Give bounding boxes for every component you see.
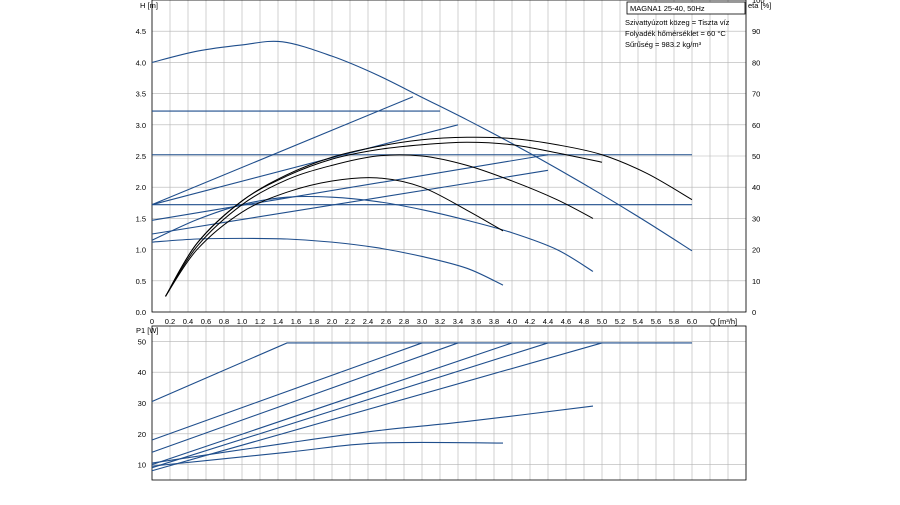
y2-tick-label: 90 xyxy=(752,27,760,36)
x-tick-label: 1.2 xyxy=(255,317,265,326)
power-curve xyxy=(151,342,549,469)
y2-tick-label: 20 xyxy=(752,246,760,255)
lower-plot-curves xyxy=(151,342,692,472)
x-tick-label: 5.4 xyxy=(633,317,643,326)
y-tick-label: 1.0 xyxy=(136,246,146,255)
x-tick-label: 1.8 xyxy=(309,317,319,326)
lower-y-tick-label: 50 xyxy=(138,337,146,346)
y2-tick-label: 0 xyxy=(752,308,756,317)
head-curve xyxy=(151,169,549,235)
efficiency-curve xyxy=(165,154,594,297)
info-line-temperature: Folyadék hőmérséklet = 60 °C xyxy=(625,29,726,38)
y2-tick-label: 10 xyxy=(752,277,760,286)
x-tick-label: 2.2 xyxy=(345,317,355,326)
x-tick-label: 3.2 xyxy=(435,317,445,326)
x-tick-label: 3.0 xyxy=(417,317,427,326)
x-tick-label: 1.6 xyxy=(291,317,301,326)
lower-y-tick-label: 10 xyxy=(138,461,146,470)
y2-tick-label: 80 xyxy=(752,58,760,67)
x-tick-label: 0.8 xyxy=(219,317,229,326)
model-box xyxy=(626,1,746,15)
power-curve xyxy=(151,342,459,453)
x-tick-label: 0.4 xyxy=(183,317,193,326)
y-tick-label: 4.0 xyxy=(136,58,146,67)
axis-labels: 0 0.2 0.4 0.6 0.8 1.0 1.2 1.4 1.6 1.8 2.0 2.2 2.4 2.6… xyxy=(136,0,765,470)
head-curve xyxy=(151,40,693,252)
x-tick-label: 0.6 xyxy=(201,317,211,326)
power-curve xyxy=(151,441,504,467)
y2-tick-label: 70 xyxy=(752,90,760,99)
x-tick-label: 2.4 xyxy=(363,317,373,326)
power-curve xyxy=(151,342,692,402)
lower-plot-frame xyxy=(151,325,747,481)
x-tick-label: 2.8 xyxy=(399,317,409,326)
x-tick-label: 4.4 xyxy=(543,317,553,326)
y-tick-label: 0.0 xyxy=(136,308,146,317)
x-tick-label: 2.6 xyxy=(381,317,391,326)
upper-plot-grid xyxy=(151,0,747,313)
y2-tick-label: 100 xyxy=(752,0,765,5)
x-tick-label: 1.0 xyxy=(237,317,247,326)
power-curve xyxy=(151,342,603,472)
lower-plot-grid xyxy=(151,325,747,481)
efficiency-curve xyxy=(165,136,693,297)
lower-y-tick-label: 30 xyxy=(138,399,146,408)
x-tick-label: 5.8 xyxy=(669,317,679,326)
x-tick-label: 6.0 xyxy=(687,317,697,326)
lower-y-axis-title: P1 [W] xyxy=(136,326,159,335)
y-tick-label: 4.5 xyxy=(136,27,146,36)
head-curve xyxy=(151,154,549,221)
y-tick-label: 3.5 xyxy=(136,90,146,99)
x-tick-label: 1.4 xyxy=(273,317,283,326)
lower-y-tick-label: 40 xyxy=(138,368,146,377)
y-tick-label: 2.0 xyxy=(136,183,146,192)
power-curve xyxy=(151,342,423,441)
x-tick-label: 5.2 xyxy=(615,317,625,326)
head-curve xyxy=(151,124,459,206)
y2-tick-label: 30 xyxy=(752,214,760,223)
x-tick-label: 4.0 xyxy=(507,317,517,326)
y-axis-title: H [m] xyxy=(140,1,158,10)
y2-tick-label: 40 xyxy=(752,183,760,192)
power-curve xyxy=(151,342,513,466)
x-tick-label: 4.2 xyxy=(525,317,535,326)
head-curve xyxy=(151,96,414,206)
x-tick-label: 0.2 xyxy=(165,317,175,326)
y2-axis-title: eta [%] xyxy=(748,1,771,10)
y2-tick-label: 50 xyxy=(752,152,760,161)
efficiency-curve xyxy=(165,177,504,297)
x-tick-label: 3.4 xyxy=(453,317,463,326)
x-tick-label: 5.6 xyxy=(651,317,661,326)
info-line-medium: Szivattyúzott közeg = Tiszta víz xyxy=(625,18,730,27)
y-tick-label: 3.0 xyxy=(136,121,146,130)
x-tick-label: 2.0 xyxy=(327,317,337,326)
x-tick-label: 0 xyxy=(150,317,154,326)
y-tick-label: 2.5 xyxy=(136,152,146,161)
y-tick-label: 0.5 xyxy=(136,277,146,286)
head-curve xyxy=(151,195,594,272)
x-tick-label: 4.8 xyxy=(579,317,589,326)
model-label: MAGNA1 25-40, 50Hz xyxy=(630,4,705,13)
info-line-density: Sűrűség = 983.2 kg/m³ xyxy=(625,40,702,49)
x-tick-label: 4.6 xyxy=(561,317,571,326)
upper-plot-frame xyxy=(151,0,747,313)
x-tick-label: 5.0 xyxy=(597,317,607,326)
x-tick-label: 3.6 xyxy=(471,317,481,326)
x-axis-title: Q [m³/h] xyxy=(710,317,737,326)
head-curve xyxy=(151,237,504,286)
upper-plot-curves xyxy=(151,40,693,297)
x-tick-label: 3.8 xyxy=(489,317,499,326)
power-curve xyxy=(151,405,594,464)
y-tick-label: 1.5 xyxy=(136,214,146,223)
lower-y-tick-label: 20 xyxy=(138,430,146,439)
y2-tick-label: 60 xyxy=(752,121,760,130)
